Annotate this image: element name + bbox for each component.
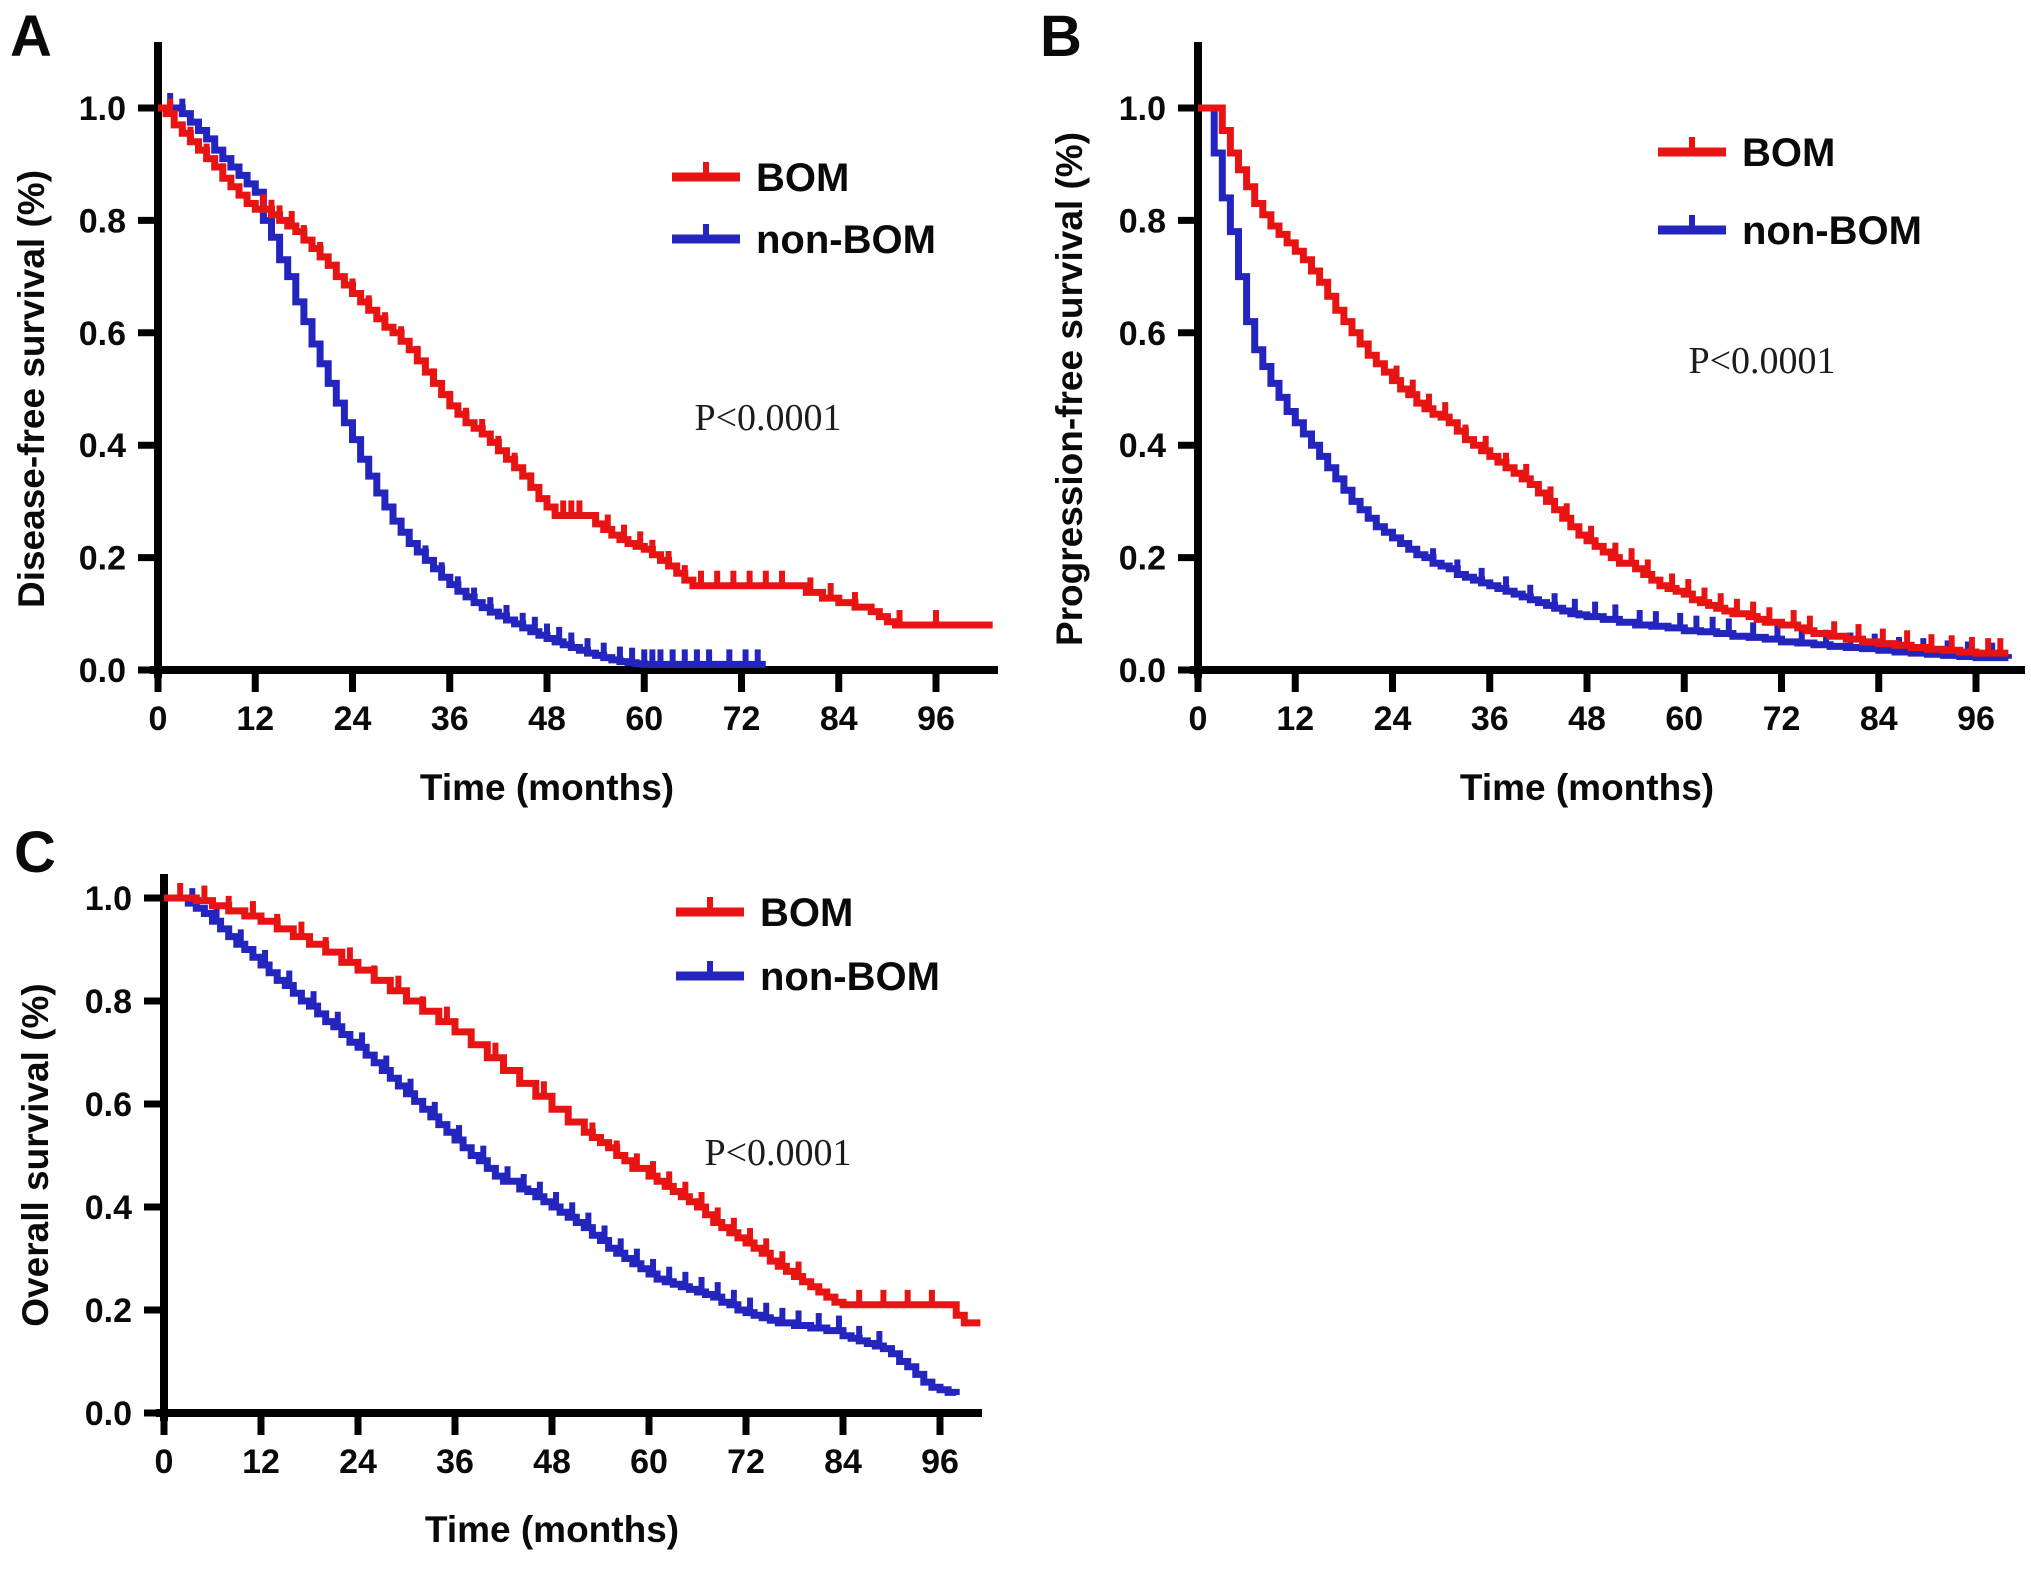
y-tick-label: 0.6 — [79, 315, 126, 353]
legend-label-nonbom-C: non-BOM — [760, 955, 940, 999]
x-tick-label: 72 — [727, 1443, 765, 1481]
y-tick-label: 0.2 — [79, 540, 126, 578]
x-tick-label: 12 — [1276, 700, 1314, 738]
x-tick-label: 72 — [723, 700, 761, 738]
curves-A — [158, 93, 993, 668]
y-tick-label: 0.0 — [79, 652, 126, 690]
x-tick-label: 96 — [1957, 700, 1995, 738]
x-tick-label: 0 — [155, 1443, 174, 1481]
x-tick-label: 0 — [1189, 700, 1208, 738]
legend-label-bom-B: BOM — [1742, 131, 1835, 175]
legend-A: BOM non-BOM — [672, 156, 936, 262]
y-tick-label: 0.4 — [1119, 427, 1166, 465]
p-value-A: P<0.0001 — [694, 397, 841, 439]
p-value-B: P<0.0001 — [1688, 340, 1835, 382]
y-tick-label: 0.2 — [1119, 540, 1166, 578]
y-axis-title-A: Disease-free survival (%) — [11, 170, 52, 608]
censor-ticks-non-BOM — [189, 888, 883, 1349]
x-tick-label: 0 — [149, 700, 168, 738]
x-tick-label: 60 — [630, 1443, 668, 1481]
x-tick-label: 96 — [917, 700, 955, 738]
x-tick-label: 12 — [236, 700, 274, 738]
panel-letter-A: A — [10, 4, 52, 69]
censor-ticks-BOM — [1393, 365, 2004, 656]
x-axis-title-A: Time (months) — [420, 767, 674, 808]
x-tick-label: 96 — [921, 1443, 959, 1481]
legend-label-nonbom-B: non-BOM — [1742, 209, 1922, 253]
legend-label-bom-C: BOM — [760, 891, 853, 935]
y-axis-title-B: Progression-free survival (%) — [1049, 132, 1090, 646]
km-curve-BOM — [158, 104, 993, 629]
axes-C: 0.0 0.2 0.4 0.6 0.8 1.0 0 12 24 36 48 60 72 84 96 — [85, 874, 982, 1481]
x-tick-label: 48 — [1568, 700, 1606, 738]
x-tick-label: 24 — [1374, 700, 1412, 738]
legend-B: BOM non-BOM — [1658, 131, 1922, 253]
km-curve-non-BOM — [158, 104, 766, 668]
axes-A: 0.0 0.2 0.4 0.6 0.8 1.0 0 12 24 36 48 60 72 84 96 — [79, 42, 998, 738]
curves-C — [164, 883, 981, 1396]
y-tick-label: 0.2 — [85, 1292, 132, 1330]
y-tick-label: 0.6 — [1119, 315, 1166, 353]
x-tick-label: 36 — [431, 700, 469, 738]
x-axis-title-C: Time (months) — [425, 1509, 679, 1550]
panel-letter-B: B — [1040, 4, 1082, 69]
y-tick-label: 0.0 — [85, 1395, 132, 1433]
km-curve-BOM — [164, 894, 981, 1327]
x-tick-label: 24 — [334, 700, 372, 738]
y-tick-label: 0.4 — [79, 427, 126, 465]
km-curve-BOM — [1198, 104, 2009, 657]
y-tick-label: 0.8 — [1119, 202, 1166, 240]
y-axis-title-C: Overall survival (%) — [15, 983, 56, 1326]
legend-label-nonbom-A: non-BOM — [756, 218, 936, 262]
x-tick-label: 24 — [339, 1443, 377, 1481]
x-tick-label: 84 — [820, 700, 858, 738]
y-tick-label: 1.0 — [79, 90, 126, 128]
y-tick-label: 0.4 — [85, 1189, 132, 1227]
x-tick-label: 72 — [1763, 700, 1801, 738]
km-curve-non-BOM — [1198, 104, 2012, 662]
x-tick-label: 84 — [824, 1443, 862, 1481]
x-axis-title-B: Time (months) — [1460, 767, 1714, 808]
panel-letter-C: C — [14, 820, 56, 885]
y-tick-label: 0.8 — [85, 983, 132, 1021]
x-tick-label: 48 — [528, 700, 566, 738]
y-tick-label: 1.0 — [1119, 90, 1166, 128]
y-tick-label: 1.0 — [85, 880, 132, 918]
x-tick-label: 84 — [1860, 700, 1898, 738]
y-tick-label: 0.8 — [79, 202, 126, 240]
censor-ticks-non-BOM — [167, 93, 761, 667]
y-tick-label: 0.6 — [85, 1086, 132, 1124]
censor-ticks-BOM — [177, 883, 935, 1307]
y-tick-label: 0.0 — [1119, 652, 1166, 690]
x-tick-label: 48 — [533, 1443, 571, 1481]
axes-B: 0.0 0.2 0.4 0.6 0.8 1.0 0 12 24 36 48 60 72 84 96 — [1119, 42, 2025, 738]
x-tick-label: 36 — [1471, 700, 1509, 738]
panel-A: A Disease-free survival (%) Time (months… — [10, 4, 998, 808]
x-tick-label: 12 — [242, 1443, 280, 1481]
panel-B: B Progression-free survival (%) Time (mo… — [1040, 4, 2025, 808]
legend-label-bom-A: BOM — [756, 156, 849, 200]
legend-C: BOM non-BOM — [676, 891, 940, 999]
censor-ticks-BOM — [167, 98, 939, 628]
curves-B — [1198, 104, 2012, 662]
panel-C: C Overall survival (%) Time (months) P<0… — [14, 820, 982, 1550]
x-tick-label: 60 — [625, 700, 663, 738]
x-tick-label: 36 — [436, 1443, 474, 1481]
p-value-C: P<0.0001 — [704, 1132, 851, 1174]
x-tick-label: 60 — [1665, 700, 1703, 738]
